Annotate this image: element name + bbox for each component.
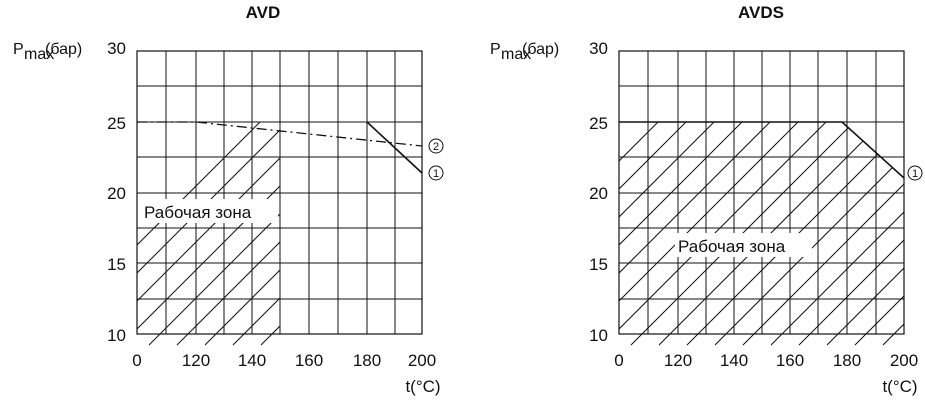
chart-title: AVD [246,3,281,22]
hatch-line [854,122,904,346]
marker-2: 2 [428,138,444,154]
zone-label-bg [675,233,812,257]
zone-label: Рабочая зона [678,237,786,256]
x-axis-label: t(°C) [882,377,917,396]
y-axis-label-unit: (бар) [522,41,559,58]
x-tick-label: 140 [238,351,266,370]
x-tick-label: 200 [890,351,918,370]
y-tick-label: 30 [589,39,608,58]
x-tick-label: 200 [408,351,436,370]
hatch-line [137,122,280,346]
y-tick-label: 25 [589,114,608,133]
marker-1: 1 [907,165,923,181]
y-tick-label: 10 [107,326,126,345]
hatch-line [619,122,896,346]
operating-zone-hatch [619,122,904,346]
hatch-line [658,122,904,346]
x-tick-label: 0 [132,351,141,370]
y-axis-label-symbol: P [13,41,24,58]
hatch-line [204,122,280,346]
hatch-line [619,122,904,346]
marker-circle [428,138,444,154]
series-line-1 [619,121,905,179]
grid [136,50,423,335]
y-axis-label-subscript: max [24,46,54,63]
hatch-line [798,122,904,346]
marker-1: 1 [428,165,444,181]
marker-label: 1 [912,168,918,180]
series-markers: 1 [907,165,923,181]
chart-avds: AVDS P max (бар) 30 25 20 15 10 0 120 14… [490,3,923,396]
y-axis-label: P max (бар) [13,41,82,63]
y-tick-label: 15 [589,255,608,274]
zone-label-bg [141,199,278,223]
x-tick-label: 120 [182,351,210,370]
marker-label: 1 [433,168,439,180]
chart-avd: AVD P max (бар) 30 25 20 15 10 0 120 140… [13,3,444,396]
hatch-line [137,122,280,346]
hatch-line [232,122,280,346]
hatch-line [148,122,280,346]
y-tick-label: 20 [107,184,126,203]
y-tick-labels: 30 25 20 15 10 [589,39,608,345]
hatch-line [137,122,280,346]
hatch-line [686,122,904,346]
y-axis-label-subscript: max [501,46,531,63]
hatch-line [619,122,840,346]
y-axis-label-symbol: P [490,41,501,58]
series-markers: 2 1 [428,138,444,181]
x-tick-label: 120 [664,351,692,370]
y-tick-label: 30 [107,39,126,58]
y-axis-label-unit: (бар) [45,41,82,58]
operating-zone-hatch [137,122,280,346]
hatch-line [619,122,784,346]
zone-label: Рабочая зона [144,203,252,222]
marker-label: 2 [433,141,439,153]
hatch-line [137,122,280,346]
series-line-1 [366,121,423,174]
hatch-line [619,122,812,346]
x-tick-label: 140 [720,351,748,370]
x-axis-label: t(°C) [405,377,440,396]
hatch-line [714,122,904,346]
hatch-line [770,122,904,346]
x-tick-labels: 0 120 140 160 180 200 [132,351,436,370]
y-axis-label: P max (бар) [490,41,559,63]
y-tick-label: 15 [107,255,126,274]
hatch-line [826,122,904,346]
hatch-line [619,122,868,346]
x-tick-label: 160 [776,351,804,370]
marker-circle [907,165,923,181]
x-tick-label: 180 [353,351,381,370]
x-tick-label: 160 [295,351,323,370]
hatch-line [742,122,904,346]
x-tick-label: 180 [833,351,861,370]
chart-title: AVDS [738,3,784,22]
y-tick-label: 25 [107,114,126,133]
y-tick-label: 10 [589,326,608,345]
y-tick-labels: 30 25 20 15 10 [107,39,126,345]
hatch-line [630,122,904,346]
hatch-line [176,122,280,346]
x-tick-labels: 0 120 140 160 180 200 [614,351,918,370]
marker-circle [428,165,444,181]
x-tick-label: 0 [614,351,623,370]
grid [618,50,905,335]
y-tick-label: 20 [589,184,608,203]
